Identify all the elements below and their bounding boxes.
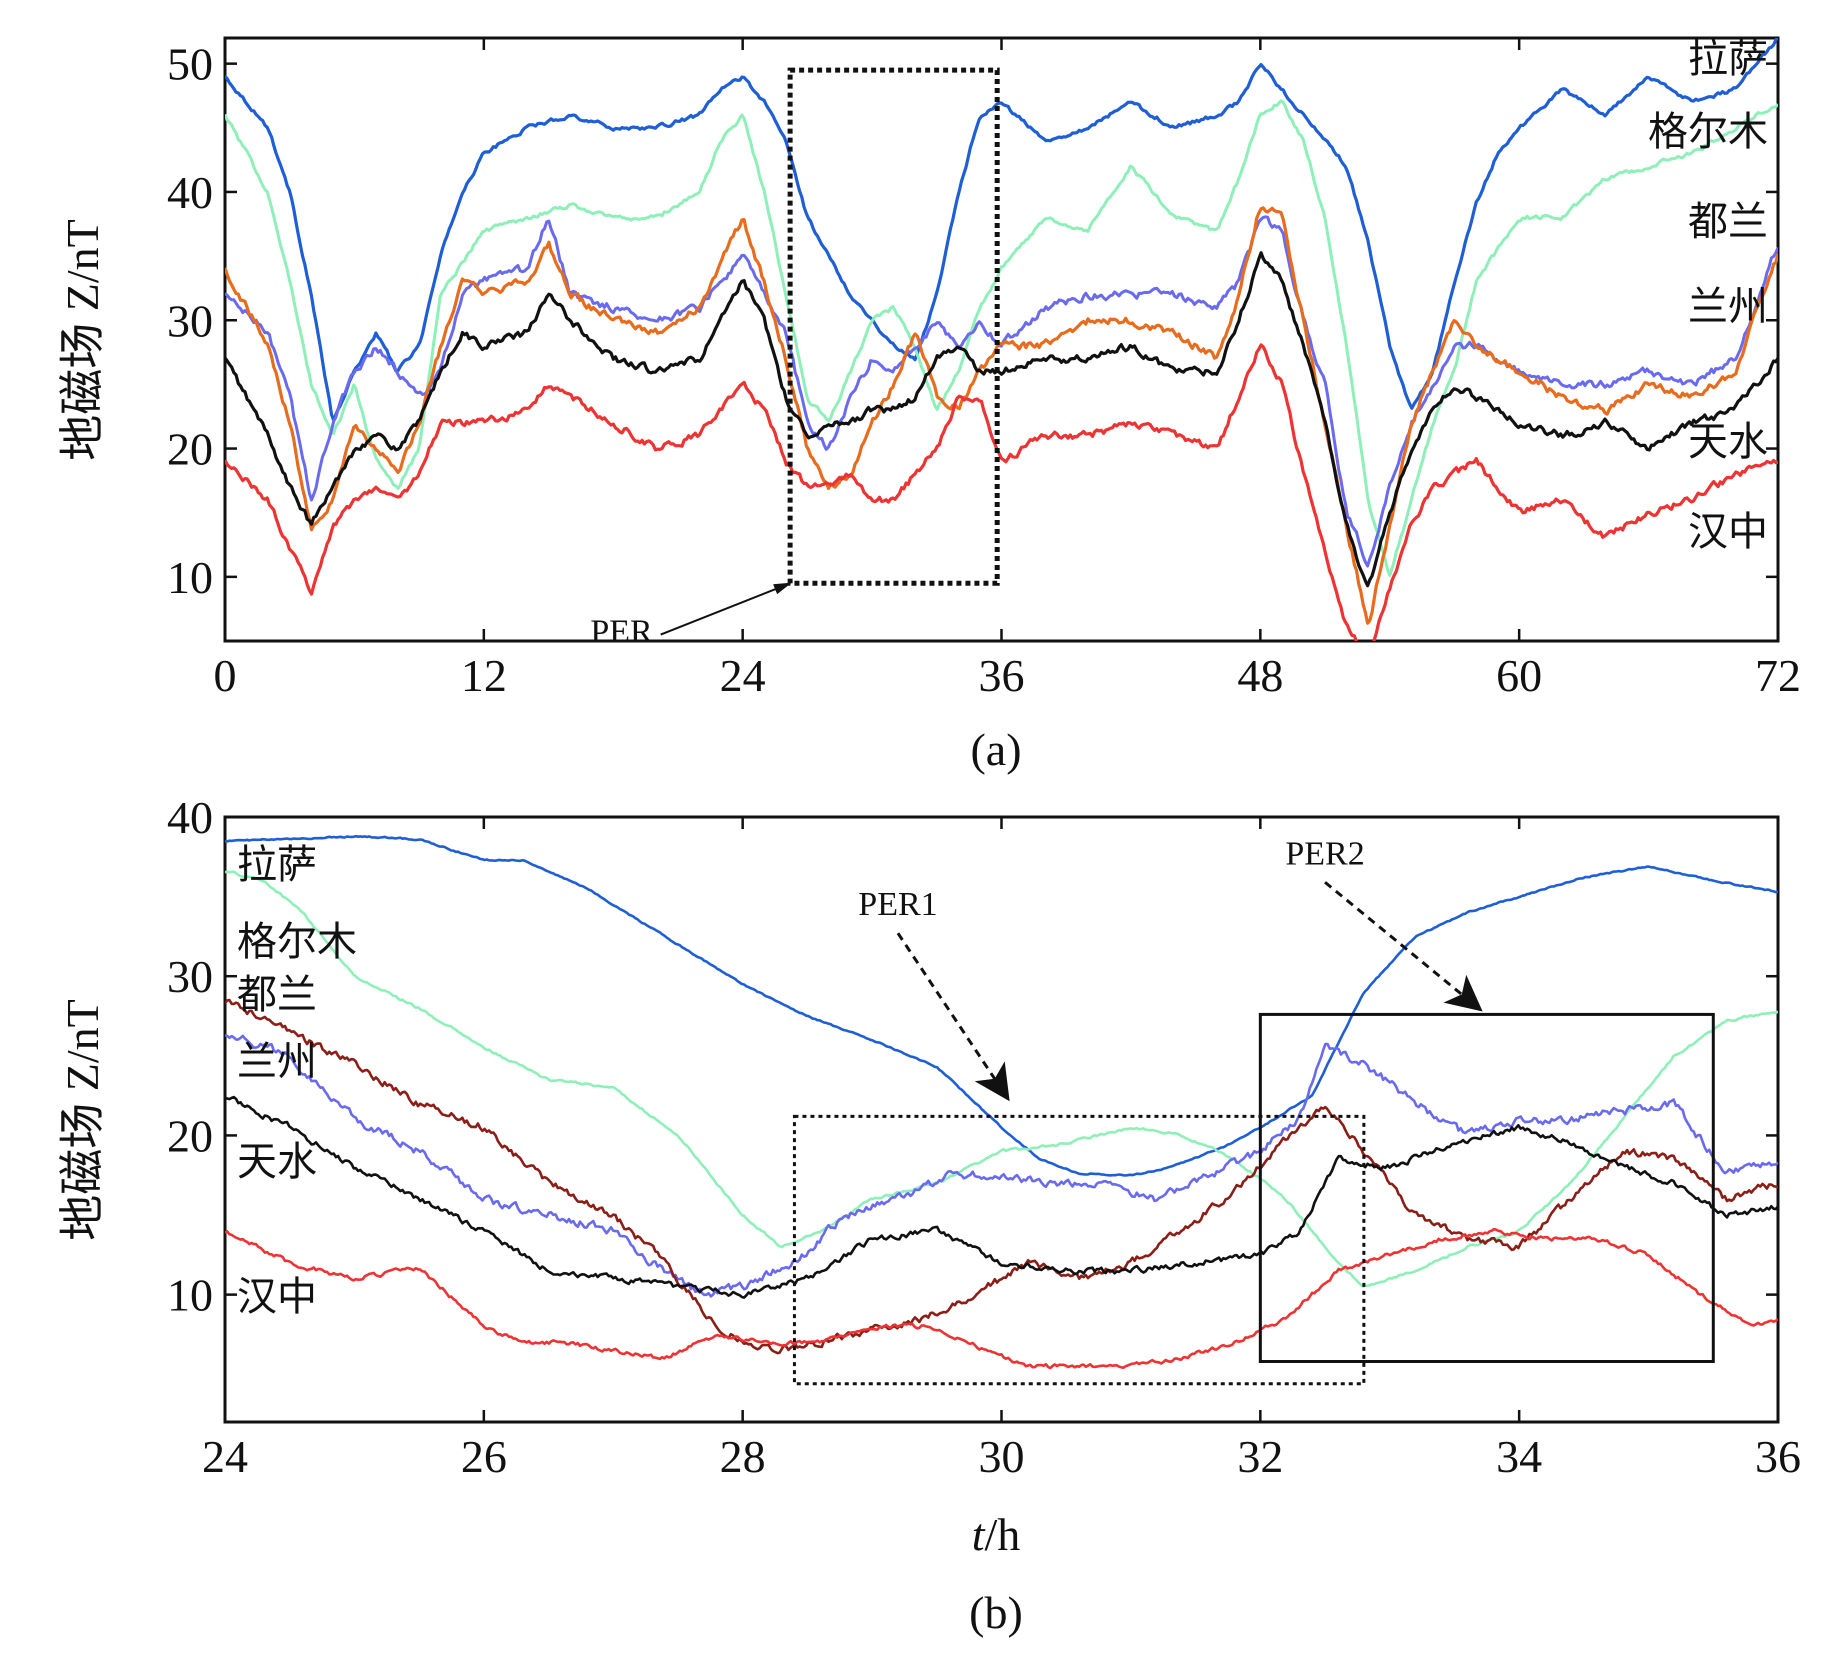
panel-a-y-tick-label: 20 (167, 424, 213, 475)
panel-a-legend-label: 汉中 (1688, 509, 1768, 555)
panel-a-x-tick-label: 0 (214, 650, 237, 701)
panel-b-x-tick-label: 34 (1496, 1431, 1542, 1482)
panel-a-x-tick-label: 72 (1755, 650, 1801, 701)
panel-a-series-line (225, 215, 1778, 568)
panel-b-annotation-arrow (1324, 881, 1483, 1012)
panel-a-x-tick-label: 12 (461, 650, 507, 701)
panel-b-annotation-arrow (896, 932, 1010, 1102)
panel-b-x-tick-label: 32 (1237, 1431, 1283, 1482)
panel-a-x-tick-label: 48 (1237, 650, 1283, 701)
panel-b-x-tick-label: 24 (202, 1431, 248, 1482)
panel-a-frame (223, 36, 1780, 643)
panel-b-x-tick-label: 26 (461, 1431, 507, 1482)
panel-a-legend-label: 格尔木 (1648, 109, 1768, 155)
panel-b-annotation-label: PER1 (858, 886, 937, 923)
panel-b-annotation-box (792, 1114, 1366, 1386)
panel-b-x-tick-label: 30 (979, 1431, 1025, 1482)
panel-b-annotation-label: PER2 (1285, 835, 1364, 872)
panel-b-x-tick-label: 36 (1755, 1431, 1801, 1482)
panel-a-y-tick-label: 10 (167, 552, 213, 603)
panel-b-series-line (225, 870, 1778, 1288)
panel-a-series-line (225, 343, 1778, 641)
panel-b-legend-label: 兰州 (237, 1039, 317, 1085)
panel-b: 地磁场 Z/nT t/h (b) 24 26 28 30 32 34 36 10 20 30 40 P… (57, 792, 1801, 1638)
panel-b-legend-label: 天水 (237, 1139, 317, 1185)
panel-a-x-tick-label: 24 (720, 650, 766, 701)
panel-a-y-axis-title: 地磁场 Z/nT (57, 219, 108, 460)
panel-a-annotation-label: PER (590, 614, 653, 651)
panel-a-label: (a) (970, 724, 1021, 775)
panel-a-x-tick-label: 60 (1496, 650, 1542, 701)
panel-a-y-tick-label: 30 (167, 295, 213, 346)
panel-b-label: (b) (969, 1587, 1023, 1638)
panel-b-legend-label: 拉萨 (237, 842, 317, 888)
panel-b-series-line (225, 998, 1778, 1355)
panel-a-annotation-arrow (660, 582, 792, 636)
panel-b-series-line (225, 1034, 1778, 1298)
panel-a-series-line (225, 206, 1778, 625)
panel-b-series-line (225, 1095, 1778, 1299)
panel-a-legend-label: 都兰 (1688, 199, 1768, 245)
panel-b-x-tick-label: 28 (720, 1431, 766, 1482)
panel-a-legend-label: 拉萨 (1688, 36, 1768, 82)
panel-b-legend-label: 格尔木 (237, 919, 357, 965)
panel-b-legend-label: 都兰 (237, 972, 317, 1018)
panel-b-y-tick-label: 40 (167, 792, 213, 843)
panel-a-series-line (225, 99, 1778, 577)
panel-a-legend-label: 天水 (1688, 419, 1768, 465)
x-axis-title-variable: t (972, 1509, 986, 1560)
panel-b-y-tick-label: 30 (167, 951, 213, 1002)
panel-b-y-tick-label: 10 (167, 1270, 213, 1321)
panel-a-x-tick-label: 36 (979, 650, 1025, 701)
panel-b-series-line (225, 834, 1778, 1177)
x-axis-title-unit: /h (985, 1509, 1021, 1560)
panel-a-series-line (225, 38, 1778, 422)
panel-a-y-tick-label: 50 (167, 39, 213, 90)
panel-a-y-tick-label: 40 (167, 167, 213, 218)
panel-a-legend-label: 兰州 (1688, 284, 1768, 330)
panel-a-annotation-box (787, 67, 1000, 586)
panel-a-series-line (225, 251, 1778, 588)
panel-b-series-line (225, 1227, 1778, 1370)
panel-b-legend-label: 汉中 (237, 1274, 317, 1320)
panel-a: 地磁场 Z/nT (a) 0 12 24 36 48 60 72 10 20 30 40 50 PER 拉… (57, 36, 1801, 775)
x-axis-title: t/h (972, 1509, 1021, 1560)
panel-b-y-axis-title: 地磁场 Z/nT (57, 999, 108, 1240)
panel-b-annotation-box (1258, 1012, 1715, 1364)
panel-b-y-tick-label: 20 (167, 1110, 213, 1161)
